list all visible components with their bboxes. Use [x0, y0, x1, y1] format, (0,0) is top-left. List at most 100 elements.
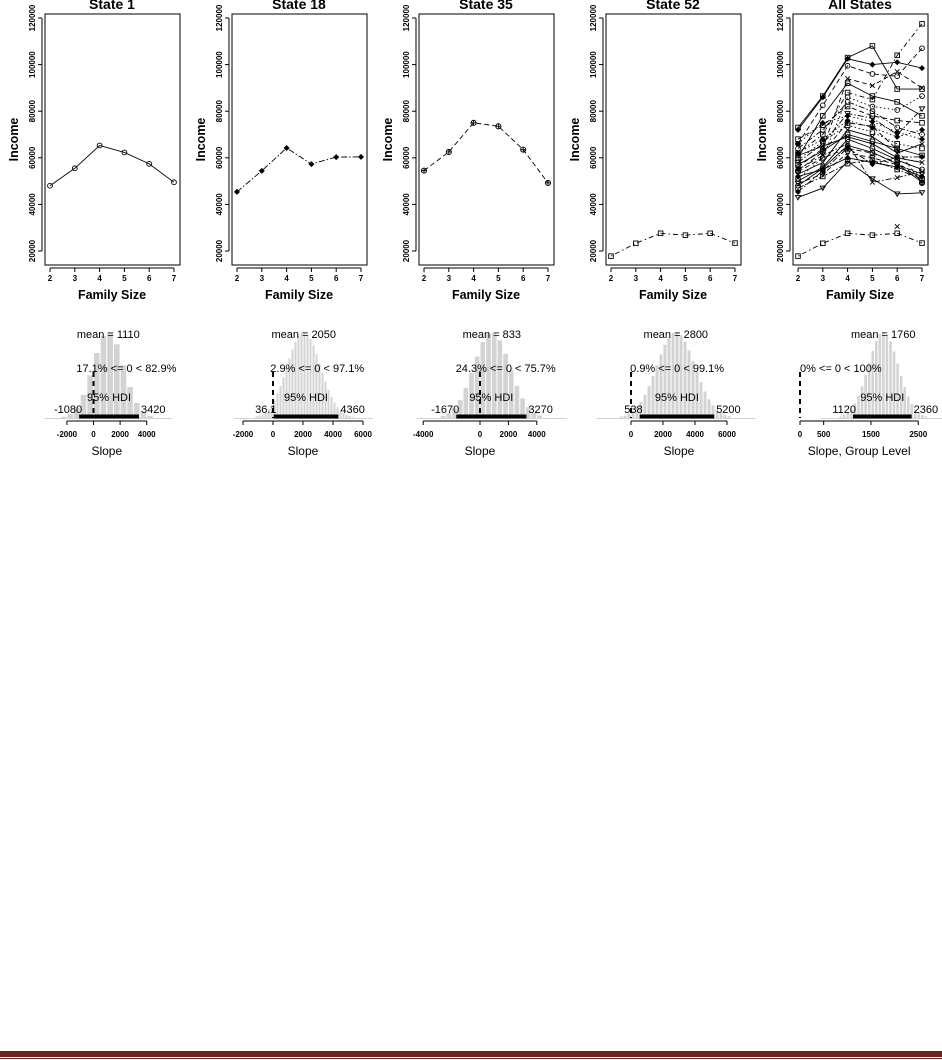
cross-marker: [844, 134, 851, 140]
crosscircle-cross: [421, 168, 427, 174]
histogram-bar: [318, 363, 321, 418]
histogram-bar: [303, 332, 306, 418]
histogram-bar: [882, 332, 885, 418]
cross-marker: [894, 174, 900, 181]
cross-marker: [894, 223, 900, 230]
hdi-high-label: 2360: [914, 404, 938, 416]
panel-title: All States: [828, 0, 892, 12]
y-tick-label: 40000: [215, 193, 224, 216]
series-line: [797, 82, 923, 159]
histogram-bar: [67, 414, 74, 418]
square-marker: [919, 21, 925, 27]
diamond-marker: [869, 118, 876, 125]
histogram-bar: [279, 385, 282, 418]
series-line: [797, 115, 923, 145]
diamond-marker: [918, 136, 926, 143]
x-tick-label: 6: [708, 274, 713, 283]
diamond-marker: [258, 167, 265, 174]
square-marker: [844, 160, 851, 167]
series-line: [797, 157, 923, 177]
histogram-bar: [270, 405, 273, 418]
series-line: [797, 120, 923, 154]
histogram-bar: [623, 415, 627, 418]
cross-marker: [820, 143, 826, 149]
histogram-bar: [267, 409, 270, 418]
histogram-bar: [351, 416, 354, 418]
cross-marker: [894, 68, 900, 75]
x-tick-label: 6000: [718, 430, 736, 439]
histogram-bar: [659, 354, 663, 418]
histogram-bar: [707, 399, 711, 418]
square-marker: [894, 230, 900, 237]
square-marker: [869, 129, 876, 135]
x-tick-label: 4: [471, 274, 476, 283]
x-tick-label: 2000: [294, 430, 312, 439]
y-tick-label: 60000: [215, 146, 224, 169]
histogram-panel-2: -2000 0 2000 4000 6000 Slope mean = 2050 2.9% <…: [233, 329, 374, 458]
cross-marker: [795, 152, 801, 159]
plot-frame: [605, 13, 742, 266]
histogram-bar: [839, 416, 843, 418]
histogram-bar: [711, 405, 715, 418]
histogram-bar: [853, 403, 857, 418]
x-tick-label: 0: [798, 430, 803, 439]
cross-marker: [919, 159, 925, 166]
series-line: [797, 143, 923, 183]
triangle-marker: [918, 106, 926, 113]
x-tick-label: 0: [271, 430, 276, 439]
y-tick-label: 80000: [589, 100, 598, 123]
diamond-marker: [333, 154, 340, 161]
comparison-label: 0.9% <= 0 < 99.1%: [630, 363, 724, 375]
histogram-bar: [703, 391, 707, 418]
line-panel-2: State 18 2 3 4 5 6 7 Family Size 20000 40000 60000…: [194, 0, 368, 302]
circle-marker: [919, 45, 925, 52]
square-marker: [820, 113, 826, 119]
histogram-bar: [463, 388, 469, 418]
y-tick-label: 100000: [776, 51, 785, 78]
x-tick-label: 6: [521, 274, 526, 283]
histogram-panel-4: 0 2000 4000 6000 Slope mean = 2800 0.9% <= 0 <…: [595, 329, 756, 458]
data-series: [608, 230, 738, 259]
panel-title: State 52: [646, 0, 700, 12]
x-tick-label: -2000: [57, 430, 78, 439]
histogram-bar: [723, 414, 727, 418]
y-tick-label: 40000: [28, 193, 37, 216]
histogram-bar: [60, 416, 67, 418]
data-series: [794, 158, 926, 201]
histogram-bar: [679, 335, 683, 418]
square-marker: [820, 148, 826, 154]
panel-title: State 35: [459, 0, 513, 12]
x-tick-label: 0: [91, 430, 96, 439]
triangle-marker: [819, 185, 827, 192]
series-line: [49, 144, 175, 187]
series-line: [797, 134, 923, 166]
diamond-marker: [357, 153, 365, 160]
histogram-bar: [885, 334, 889, 418]
series-line: [797, 122, 923, 184]
x-tick-label: 7: [546, 274, 551, 283]
histogram-bar: [691, 360, 695, 418]
x-axis-label: Slope: [288, 444, 319, 458]
x-axis-label: Family Size: [452, 288, 520, 302]
data-series: [894, 223, 900, 230]
histogram-bar: [537, 415, 542, 418]
histogram-bar: [133, 402, 140, 418]
cross-marker: [919, 141, 925, 147]
x-tick-label: 4000: [528, 430, 546, 439]
square-marker: [894, 86, 900, 92]
series-line: [797, 147, 923, 193]
x-tick-label: 7: [920, 274, 925, 283]
series-line: [797, 148, 923, 181]
square-marker: [894, 99, 900, 105]
histogram-bar: [903, 387, 906, 418]
histogram-bar: [452, 408, 457, 418]
square-marker: [869, 93, 876, 99]
mean-label: mean = 2050: [271, 329, 336, 341]
histogram-bar: [531, 412, 537, 418]
circle-marker: [844, 99, 851, 105]
series-line: [797, 160, 923, 198]
series-line: [797, 152, 923, 184]
histogram-bar: [671, 332, 675, 418]
square-marker: [869, 157, 876, 163]
